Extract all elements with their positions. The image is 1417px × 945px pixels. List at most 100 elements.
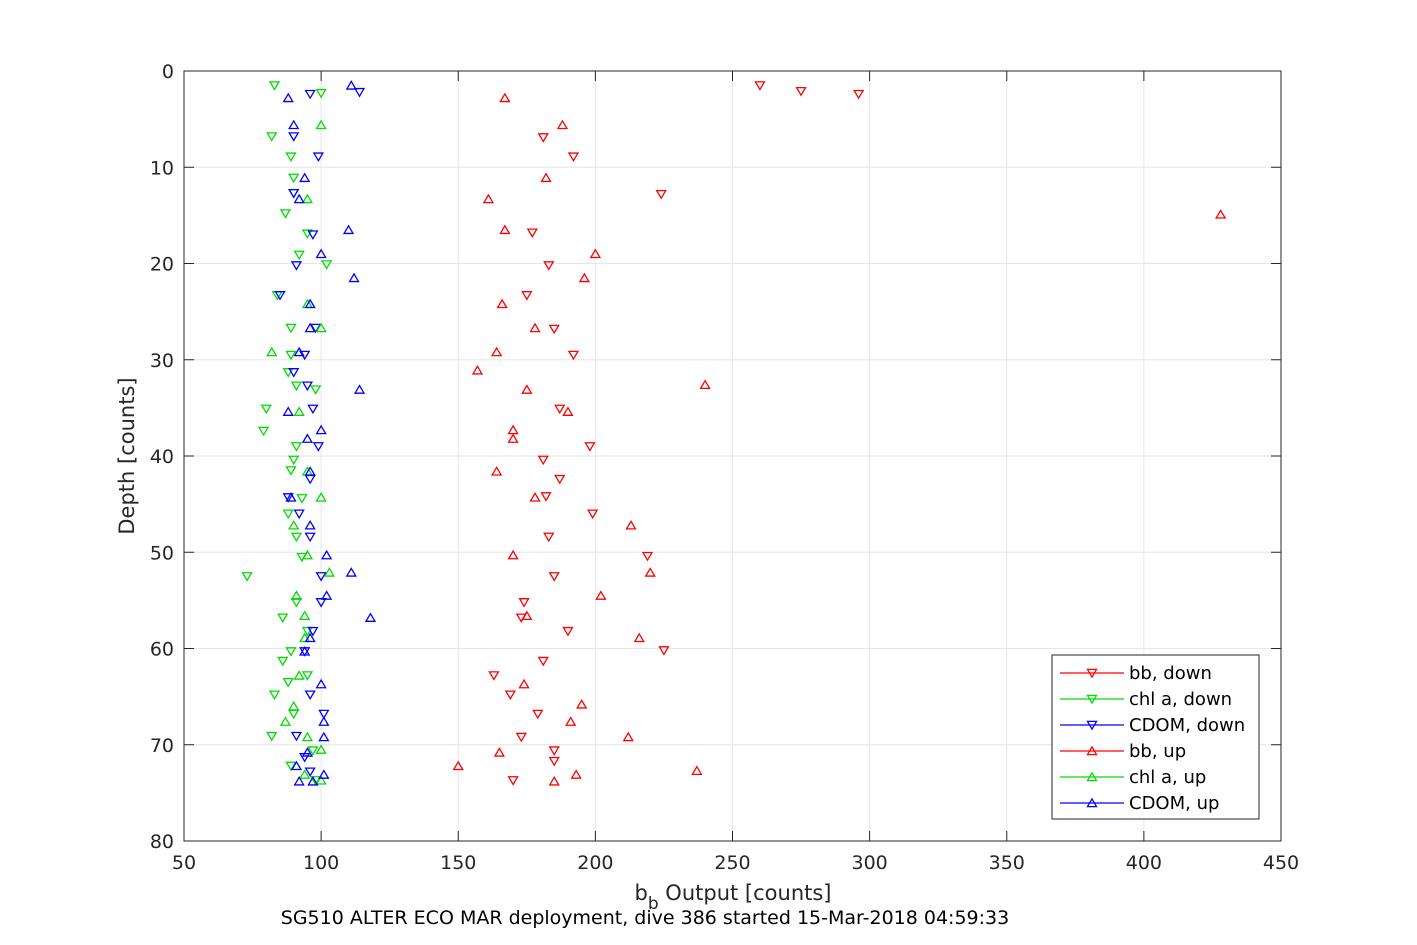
data-point: [299, 172, 311, 183]
data-point: [320, 260, 333, 270]
data-point: [853, 89, 865, 100]
data-point: [290, 261, 303, 271]
data-point: [540, 492, 552, 502]
x-axis-label: bb Output [counts]: [634, 881, 831, 914]
data-point: [584, 442, 596, 452]
data-point: [491, 346, 503, 357]
data-point: [301, 549, 314, 560]
data-point: [304, 690, 316, 701]
data-point: [562, 406, 574, 416]
data-point: [526, 228, 538, 239]
data-point: [589, 248, 602, 259]
data-point: [304, 532, 316, 543]
x-tick-label: 450: [1263, 852, 1299, 874]
data-point: [353, 384, 366, 394]
data-point: [554, 404, 566, 415]
data-point: [307, 626, 319, 637]
data-point: [301, 731, 314, 742]
data-point: [268, 690, 281, 701]
x-tick-label: 350: [989, 852, 1025, 874]
x-tick-label: 150: [440, 852, 476, 874]
data-point: [565, 716, 577, 726]
data-point: [562, 626, 574, 637]
x-axis-label-rest: Output [counts]: [659, 881, 832, 905]
data-point: [315, 492, 327, 502]
data-point: [293, 775, 305, 786]
data-point: [529, 492, 541, 502]
data-point: [282, 493, 294, 503]
data-point: [304, 519, 316, 530]
data-point: [353, 87, 366, 98]
data-point: [532, 709, 544, 720]
data-point: [299, 610, 311, 621]
data-point: [318, 769, 330, 779]
data-point: [307, 775, 319, 786]
data-point: [293, 250, 305, 261]
y-tick-label: 50: [150, 542, 174, 564]
data-point: [257, 426, 270, 437]
data-point: [491, 466, 503, 476]
data-point: [290, 381, 303, 392]
data-point: [282, 92, 294, 103]
data-point: [307, 746, 319, 756]
data-point: [285, 466, 297, 476]
data-point: [315, 248, 327, 259]
data-point: [304, 89, 316, 100]
legend-label: chl a, up: [1129, 767, 1206, 788]
y-tick-label: 40: [150, 446, 174, 468]
data-point: [548, 324, 560, 335]
figure-caption: SG510 ALTER ECO MAR deployment, dive 386…: [281, 907, 1009, 929]
data-point: [307, 230, 319, 240]
data-point: [288, 455, 300, 466]
data-point: [282, 677, 294, 688]
data-point: [288, 519, 300, 530]
data-point: [285, 647, 297, 657]
series-1: [241, 81, 333, 786]
legend-entry: bb, down: [1060, 663, 1212, 684]
data-point: [364, 612, 377, 622]
legend-entry: bb, up: [1060, 741, 1186, 762]
data-point: [318, 731, 330, 742]
data-point: [318, 716, 330, 726]
legend-entry: CDOM, up: [1060, 793, 1219, 814]
data-point: [567, 350, 580, 361]
data-point: [301, 433, 314, 443]
data-point: [504, 690, 516, 701]
data-point: [241, 572, 253, 582]
data-point: [279, 716, 292, 726]
data-point: [282, 368, 294, 378]
data-point: [521, 610, 533, 621]
data-point: [548, 746, 560, 756]
y-tick-label: 30: [150, 350, 174, 372]
data-point: [288, 132, 300, 142]
data-point: [301, 747, 314, 757]
data-point: [293, 193, 305, 204]
data-point: [488, 671, 500, 681]
data-point: [537, 656, 549, 667]
data-point: [595, 590, 607, 600]
data-point: [342, 224, 355, 235]
data-point: [348, 272, 360, 283]
data-point: [288, 188, 300, 199]
data-point: [296, 494, 308, 504]
data-point: [290, 532, 303, 543]
data-point: [543, 532, 555, 543]
legend-entry: CDOM, down: [1060, 715, 1245, 736]
data-point: [518, 598, 530, 608]
data-point: [655, 189, 667, 200]
data-point: [529, 322, 541, 333]
data-point: [315, 572, 327, 582]
x-tick-label: 200: [577, 852, 613, 874]
data-point: [1215, 209, 1227, 219]
data-point: [641, 551, 654, 562]
data-point: [521, 384, 533, 394]
data-point: [285, 492, 297, 502]
data-point: [299, 769, 311, 779]
x-axis-label-main: b: [634, 881, 647, 905]
data-point: [578, 272, 591, 283]
data-point: [320, 549, 333, 560]
y-tick-label: 20: [150, 254, 174, 276]
data-point: [315, 424, 327, 435]
legend-label: CDOM, up: [1129, 793, 1219, 814]
